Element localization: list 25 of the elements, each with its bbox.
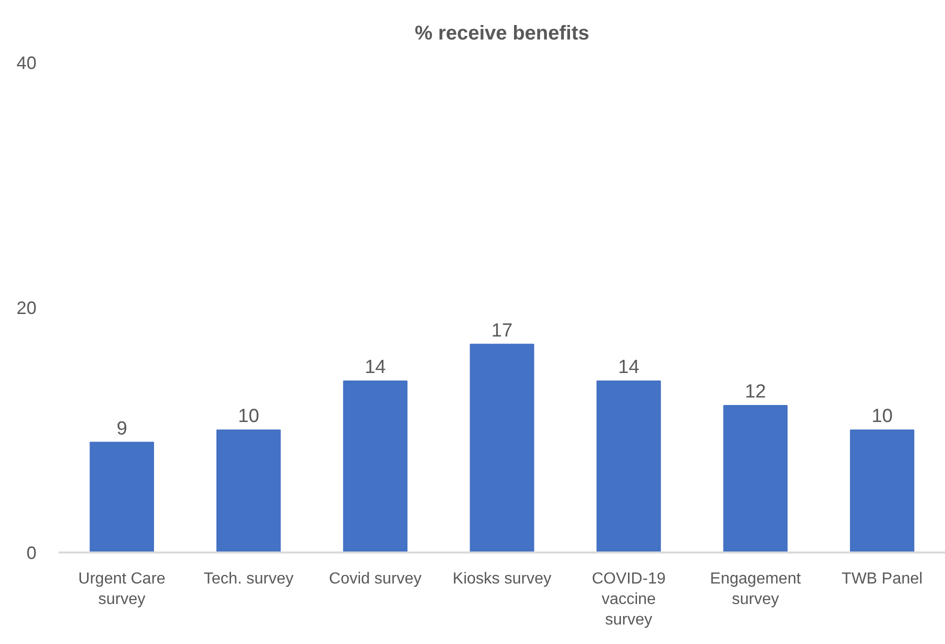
x-tick-label: TWB Panel <box>842 570 923 588</box>
chart-title: % receive benefits <box>414 22 590 44</box>
x-tick-label: Engagement survey <box>710 570 802 608</box>
y-tick-label: 20 <box>16 298 37 318</box>
bar <box>470 344 534 552</box>
x-tick-label: Kiosks survey <box>452 570 552 588</box>
bar <box>343 380 408 552</box>
x-tick-label: Covid survey <box>329 570 422 588</box>
data-label: 17 <box>491 320 513 342</box>
data-label: 10 <box>238 406 260 427</box>
y-tick-label: 0 <box>26 543 37 563</box>
bar <box>850 430 914 552</box>
data-label: 14 <box>618 357 640 378</box>
data-label: 14 <box>364 357 386 378</box>
bar <box>90 442 154 552</box>
data-label: 12 <box>744 382 766 402</box>
x-tick-label: Tech. survey <box>204 570 294 588</box>
bar <box>596 380 661 552</box>
bar <box>723 405 788 552</box>
data-label: 10 <box>872 406 893 427</box>
x-tick-label: Urgent Care survey <box>78 570 166 608</box>
data-label: 9 <box>116 418 128 440</box>
y-tick-label: 40 <box>16 53 37 73</box>
x-tick-label: COVID-19 vaccine survey <box>592 570 666 628</box>
bar <box>216 430 281 552</box>
